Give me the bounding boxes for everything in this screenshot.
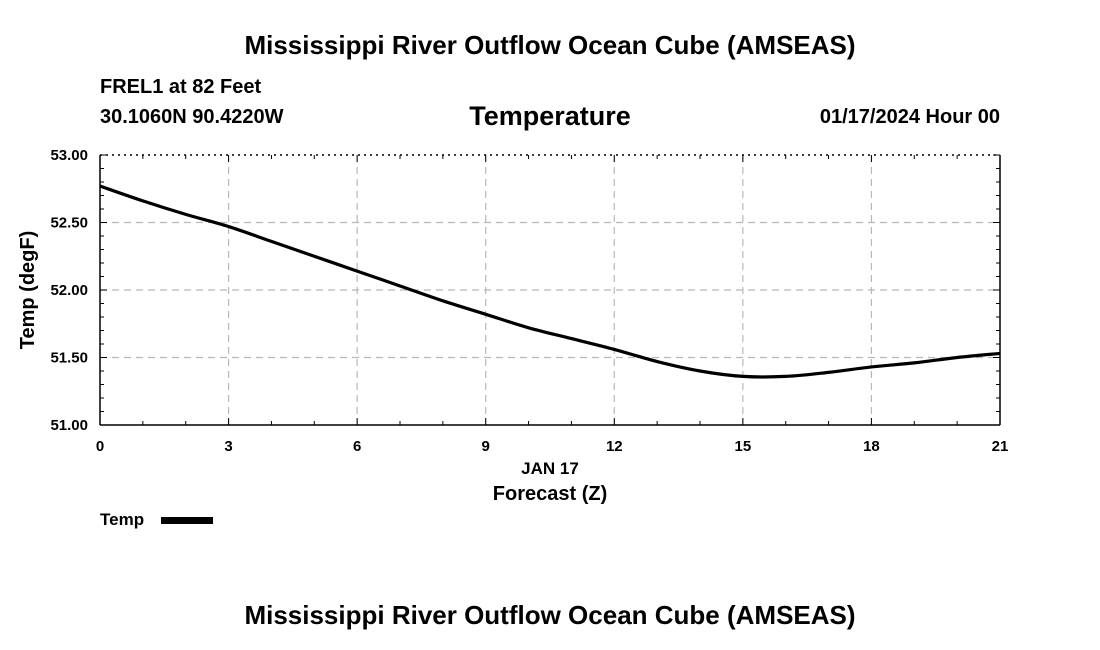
series-line-temp	[99, 184, 1001, 379]
x-tick-label: 15	[735, 438, 752, 455]
variable-title: Temperature	[469, 101, 631, 131]
x-tick-label: 12	[606, 438, 623, 455]
x-tick-label: 21	[992, 438, 1009, 455]
legend-swatch	[161, 517, 213, 524]
x-tick-label: 0	[96, 438, 104, 455]
coordinates-label: 30.1060N 90.4220W	[100, 106, 284, 128]
y-tick-label: 51.00	[50, 417, 88, 434]
legend-label: Temp	[100, 510, 145, 529]
y-axis-label: Temp (degF)	[17, 231, 39, 350]
x-tick-label: 3	[224, 438, 232, 455]
y-tick-label: 53.00	[50, 147, 88, 164]
main-title: Mississippi River Outflow Ocean Cube (AM…	[244, 30, 856, 60]
x-tick-label: 18	[863, 438, 880, 455]
y-tick-label: 52.00	[50, 282, 88, 299]
x-tick-label: 9	[482, 438, 490, 455]
footer-title: Mississippi River Outflow Ocean Cube (AM…	[244, 600, 856, 630]
station-label: FREL1 at 82 Feet	[100, 76, 262, 98]
y-tick-label: 52.50	[50, 215, 88, 232]
x-axis-label: Forecast (Z)	[493, 483, 607, 505]
datetime-label: 01/17/2024 Hour 00	[819, 106, 1000, 128]
x-axis-sublabel: JAN 17	[521, 459, 579, 478]
x-tick-label: 6	[353, 438, 361, 455]
y-tick-label: 51.50	[50, 350, 88, 367]
